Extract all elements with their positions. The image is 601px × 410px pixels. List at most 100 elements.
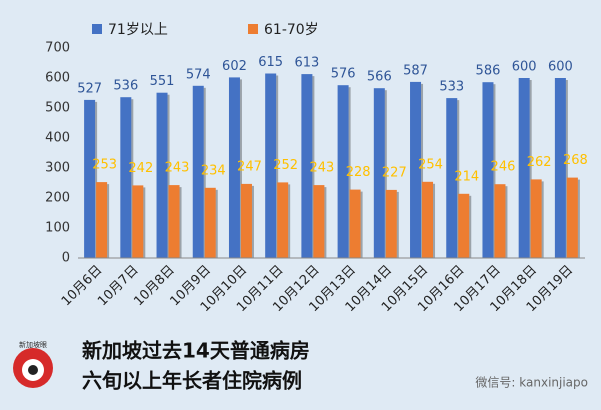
- data-label: 574: [186, 67, 211, 82]
- bar-side: [505, 186, 508, 258]
- bar-side: [215, 189, 218, 258]
- bar: [482, 82, 494, 258]
- bar: [410, 81, 422, 259]
- logo-text: 新加坡眼: [19, 340, 47, 349]
- bar-side: [95, 101, 98, 259]
- data-label: 253: [92, 158, 117, 173]
- y-tick-label: 700: [45, 41, 70, 56]
- bar: [96, 182, 108, 258]
- bar-side: [179, 187, 182, 258]
- bar-side: [396, 191, 399, 258]
- bar: [156, 92, 168, 258]
- y-tick-label: 0: [62, 251, 70, 266]
- bar-side: [577, 179, 580, 258]
- bar: [554, 78, 566, 258]
- bar: [337, 85, 349, 258]
- data-label: 214: [454, 169, 479, 184]
- data-label: 242: [128, 161, 153, 176]
- caption-line: 六旬以上年长者住院病例: [82, 369, 302, 393]
- y-tick-label: 600: [45, 71, 70, 86]
- bar: [518, 78, 530, 258]
- data-label: 587: [403, 63, 428, 78]
- bar: [301, 74, 313, 258]
- data-label: 536: [113, 79, 138, 94]
- bar-side: [469, 195, 472, 258]
- data-label: 243: [165, 161, 190, 176]
- data-label: 566: [367, 70, 392, 85]
- data-label: 586: [476, 64, 501, 79]
- data-label: 602: [222, 59, 247, 74]
- data-label: 243: [309, 161, 334, 176]
- bar-side: [421, 83, 424, 259]
- data-label: 246: [491, 160, 516, 175]
- bar: [446, 98, 458, 258]
- legend-label: 61-70岁: [264, 22, 319, 38]
- bar: [373, 88, 385, 258]
- watermark: 微信号: kanxinjiapo: [475, 376, 588, 390]
- legend-swatch: [248, 24, 258, 34]
- bar: [132, 185, 144, 258]
- bar: [385, 189, 397, 258]
- bar-side: [384, 90, 387, 258]
- bar: [313, 185, 325, 258]
- bar-side: [143, 187, 146, 258]
- bar: [240, 183, 252, 258]
- bar: [422, 181, 434, 258]
- bar-side: [348, 87, 351, 258]
- data-label: 615: [258, 55, 283, 70]
- y-tick-label: 300: [45, 161, 70, 176]
- bar-side: [324, 187, 327, 258]
- bar: [228, 77, 240, 259]
- bar-side: [203, 87, 206, 258]
- bar-side: [493, 84, 496, 258]
- bar: [494, 184, 506, 258]
- bar: [530, 179, 542, 258]
- data-label: 600: [512, 60, 537, 75]
- bar-side: [457, 100, 460, 258]
- bar-side: [541, 181, 544, 258]
- y-tick-label: 500: [45, 101, 70, 116]
- bar-side: [251, 185, 254, 258]
- data-label: 247: [237, 159, 262, 174]
- bar-side: [107, 184, 110, 258]
- bar: [120, 97, 132, 258]
- bar-side: [239, 79, 242, 259]
- bar-side: [360, 191, 363, 258]
- data-label: 227: [382, 165, 407, 180]
- bar-side: [131, 99, 134, 258]
- data-label: 551: [150, 74, 175, 89]
- bar: [204, 187, 216, 258]
- bar: [84, 99, 96, 259]
- bar-side: [565, 80, 568, 258]
- bar-side: [312, 76, 315, 258]
- bar: [349, 189, 361, 258]
- bar: [277, 182, 289, 258]
- bar: [566, 177, 578, 258]
- data-label: 228: [346, 165, 371, 180]
- bar-side: [529, 80, 532, 258]
- bar: [192, 85, 204, 258]
- bar: [168, 185, 180, 258]
- data-label: 527: [77, 81, 102, 96]
- legend-label: 71岁以上: [108, 22, 168, 38]
- data-label: 613: [294, 56, 319, 71]
- logo-pupil: [28, 365, 38, 375]
- y-tick-label: 400: [45, 131, 70, 146]
- bar-side: [433, 183, 436, 258]
- bar: [458, 193, 470, 258]
- legend-swatch: [92, 24, 102, 34]
- caption-line: 新加坡过去14天普通病房: [82, 339, 310, 363]
- bar-side: [276, 75, 279, 258]
- y-tick-label: 100: [45, 221, 70, 236]
- data-label: 533: [439, 80, 464, 95]
- data-label: 252: [273, 158, 298, 173]
- data-label: 268: [563, 153, 588, 168]
- data-label: 234: [201, 163, 226, 178]
- bar-side: [167, 94, 170, 258]
- y-tick-label: 200: [45, 191, 70, 206]
- data-label: 254: [418, 157, 443, 172]
- bar-side: [288, 184, 291, 258]
- data-label: 262: [527, 155, 552, 170]
- data-label: 576: [331, 67, 356, 82]
